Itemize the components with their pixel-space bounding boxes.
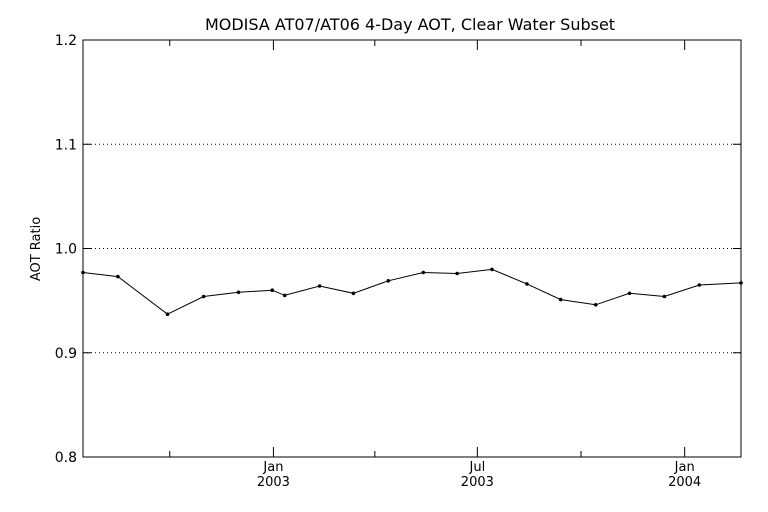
plot-frame <box>82 39 742 458</box>
x-tick-month-label: Jan <box>262 460 283 475</box>
data-point <box>558 297 563 302</box>
data-point <box>165 312 170 317</box>
y-tick-label: 1.1 <box>55 137 77 153</box>
data-point <box>525 282 529 286</box>
data-point <box>351 291 356 296</box>
x-tick-year-label: 2003 <box>257 475 290 490</box>
y-axis-label: AOT Ratio <box>29 217 44 281</box>
data-point <box>317 284 322 288</box>
data-point <box>282 293 287 298</box>
data-point <box>662 294 667 299</box>
x-tick-month-label: Jul <box>469 460 486 475</box>
y-tick-label: 0.8 <box>55 450 77 466</box>
y-tick-label: 1.2 <box>55 33 77 49</box>
chart-title: MODISA AT07/AT06 4-Day AOT, Clear Water … <box>205 15 615 34</box>
data-point <box>386 279 391 283</box>
data-point <box>455 271 459 276</box>
data-point <box>201 294 206 299</box>
y-tick-label: 1.0 <box>55 242 77 258</box>
data-point <box>627 291 632 296</box>
series-layer <box>81 267 743 317</box>
x-tick-month-label: Jan <box>674 460 695 475</box>
data-point <box>116 274 120 279</box>
x-tick-year-label: 2003 <box>461 475 494 490</box>
data-point <box>421 270 426 275</box>
x-tick-year-label: 2004 <box>668 475 701 490</box>
data-point <box>236 290 241 295</box>
data-point <box>593 303 598 307</box>
data-point <box>490 267 494 272</box>
grid-lines <box>83 143 741 354</box>
data-point <box>697 283 702 287</box>
series-line <box>82 268 742 315</box>
data-point <box>270 288 275 293</box>
y-tick-label: 0.9 <box>55 346 77 362</box>
